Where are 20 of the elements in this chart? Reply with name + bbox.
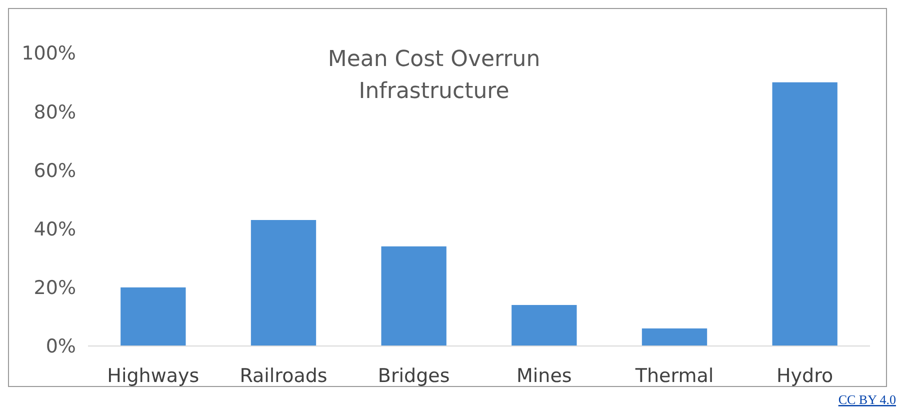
x-tick-label: Thermal <box>634 365 714 387</box>
y-tick-label: 20% <box>34 277 76 300</box>
bar <box>250 220 316 346</box>
y-tick-label: 60% <box>34 160 76 182</box>
x-tick-label: Bridges <box>378 365 450 387</box>
y-tick-label: 40% <box>34 218 76 240</box>
bar <box>772 82 838 346</box>
bar <box>120 287 186 346</box>
x-tick-label: Mines <box>516 365 572 387</box>
y-tick-label: 0% <box>46 336 76 358</box>
x-tick-label: Highways <box>107 365 200 387</box>
bar <box>642 328 708 346</box>
text: CC BY 4.0 <box>838 392 896 407</box>
y-tick-label: 80% <box>34 101 76 124</box>
chart-title: Mean Cost Overrun Infrastructure <box>328 47 540 104</box>
bar <box>512 304 577 346</box>
x-tick-label: Railroads <box>240 365 328 387</box>
x-tick-label: Hydro <box>776 365 834 387</box>
bar <box>381 246 446 346</box>
y-tick-label: 100% <box>22 42 76 65</box>
